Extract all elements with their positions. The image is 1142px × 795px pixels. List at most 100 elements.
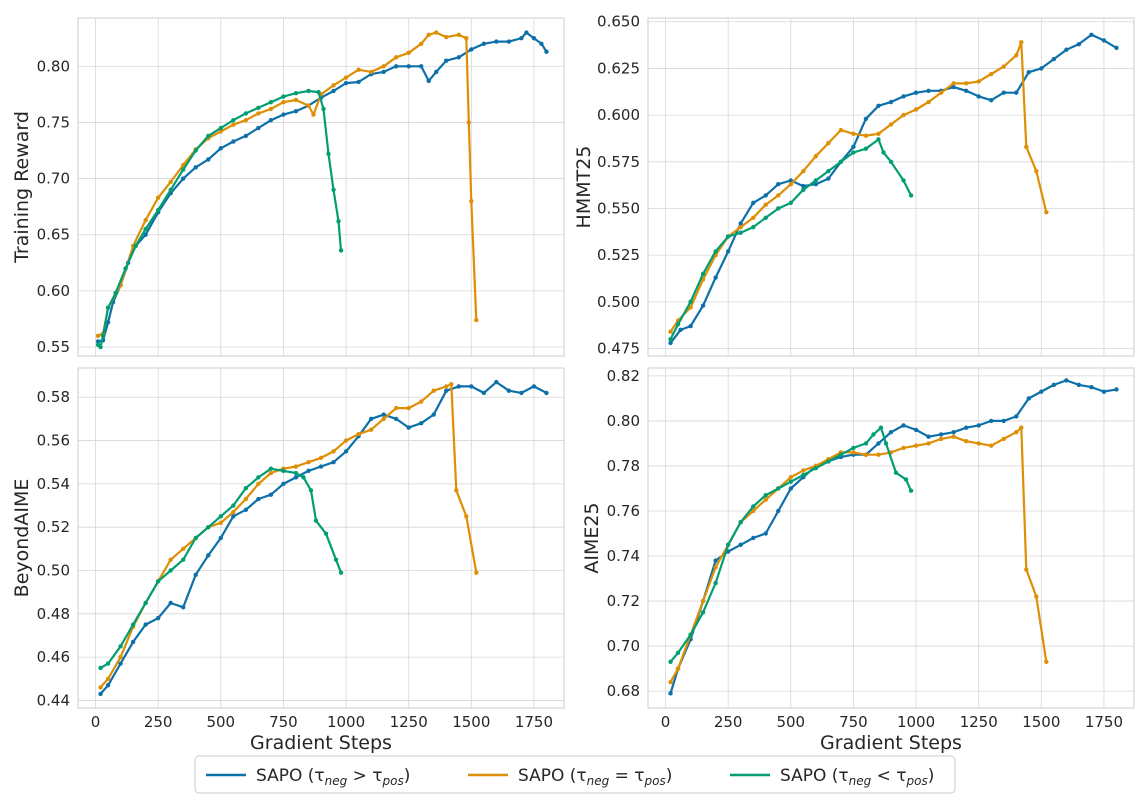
data-point-orange <box>826 140 831 146</box>
x-tick-label: 1000 <box>327 713 365 731</box>
data-point-blue <box>951 429 956 435</box>
data-point-blue <box>531 36 537 41</box>
data-point-blue <box>243 507 249 513</box>
x-tick-label: 0 <box>91 713 101 731</box>
data-point-orange <box>431 388 436 393</box>
data-point-blue <box>1114 387 1119 392</box>
data-point-blue <box>963 88 969 94</box>
y-tick-label: 0.48 <box>37 605 70 623</box>
y-tick-label: 0.75 <box>37 113 70 131</box>
data-point-green <box>688 299 693 305</box>
data-point-blue <box>876 103 881 108</box>
data-point-orange <box>700 598 706 604</box>
data-point-blue <box>1076 41 1082 47</box>
data-point-orange <box>1019 425 1024 430</box>
data-point-orange <box>989 71 994 77</box>
data-point-green <box>155 579 161 584</box>
data-point-blue <box>1001 418 1006 424</box>
data-point-green <box>908 488 914 493</box>
data-point-blue <box>826 176 831 181</box>
y-tick-label: 0.52 <box>37 518 70 536</box>
data-point-orange <box>464 36 469 41</box>
data-point-orange <box>143 217 148 223</box>
data-point-blue <box>218 146 223 151</box>
data-point-blue <box>863 116 869 122</box>
data-point-blue <box>206 157 211 162</box>
data-point-orange <box>863 452 869 457</box>
data-point-blue <box>434 69 439 75</box>
plot-area <box>77 17 565 357</box>
legend-box <box>194 755 956 794</box>
data-point-blue <box>231 514 236 519</box>
data-point-blue <box>738 221 743 226</box>
data-point-green <box>763 493 768 498</box>
y-tick-label: 0.82 <box>607 367 640 385</box>
data-point-green <box>675 650 681 656</box>
data-point-blue <box>776 181 781 187</box>
data-point-blue <box>725 249 731 254</box>
data-point-blue <box>181 605 186 610</box>
data-point-orange <box>963 81 969 86</box>
data-point-orange <box>231 122 236 127</box>
plot-area <box>647 367 1135 709</box>
data-point-green <box>181 557 186 562</box>
data-point-blue <box>318 464 324 469</box>
data-point-orange <box>788 181 793 187</box>
data-point-green <box>98 665 103 671</box>
data-point-blue <box>306 468 311 474</box>
data-point-green <box>851 150 856 155</box>
data-point-blue <box>343 80 349 86</box>
data-point-green <box>878 425 884 430</box>
x-tick-label: 1500 <box>1022 713 1060 731</box>
data-point-orange <box>926 99 931 105</box>
data-point-green <box>788 200 793 206</box>
data-point-blue <box>444 388 449 393</box>
data-point-green <box>851 445 856 451</box>
data-point-green <box>293 470 299 476</box>
data-point-blue <box>506 388 512 393</box>
y-tick-label: 0.70 <box>37 170 70 188</box>
data-point-blue <box>268 492 274 497</box>
data-point-blue <box>700 303 706 308</box>
y-tick-label: 0.78 <box>607 457 640 475</box>
data-point-green <box>143 226 148 232</box>
y-axis-title: HMMT25 <box>573 146 595 229</box>
data-point-green <box>316 89 321 95</box>
data-point-orange <box>281 100 286 105</box>
data-point-blue <box>1014 414 1019 419</box>
data-point-green <box>168 187 173 193</box>
data-point-green <box>326 151 331 157</box>
data-point-green <box>688 632 693 638</box>
data-point-blue <box>1026 396 1031 401</box>
data-point-blue <box>105 320 111 325</box>
data-point-orange <box>356 431 361 437</box>
data-point-orange <box>963 438 969 444</box>
data-point-orange <box>464 514 469 519</box>
data-point-green <box>100 333 106 338</box>
data-point-green <box>338 570 344 575</box>
y-tick-label: 0.500 <box>597 293 640 311</box>
data-point-green <box>738 230 743 235</box>
data-point-blue <box>469 384 474 389</box>
data-point-blue <box>976 94 981 99</box>
data-point-green <box>871 432 876 437</box>
data-point-green <box>838 159 844 164</box>
data-point-orange <box>851 131 856 136</box>
data-point-orange <box>901 112 906 118</box>
data-point-blue <box>763 531 768 536</box>
y-tick-label: 0.625 <box>597 59 640 77</box>
data-point-orange <box>381 64 386 69</box>
data-point-green <box>903 477 909 482</box>
data-point-green <box>256 105 261 111</box>
data-point-green <box>713 580 718 586</box>
data-point-orange <box>1014 53 1019 58</box>
data-point-green <box>700 271 706 277</box>
data-point-orange <box>474 317 479 323</box>
data-point-orange <box>419 399 424 404</box>
legend-label-green: SAPO (τneg < τpos) <box>780 766 934 788</box>
data-point-orange <box>1001 436 1006 442</box>
data-point-orange <box>293 464 299 469</box>
y-tick-label: 0.68 <box>607 682 640 700</box>
data-point-orange <box>1034 594 1039 599</box>
data-point-blue <box>926 88 931 94</box>
